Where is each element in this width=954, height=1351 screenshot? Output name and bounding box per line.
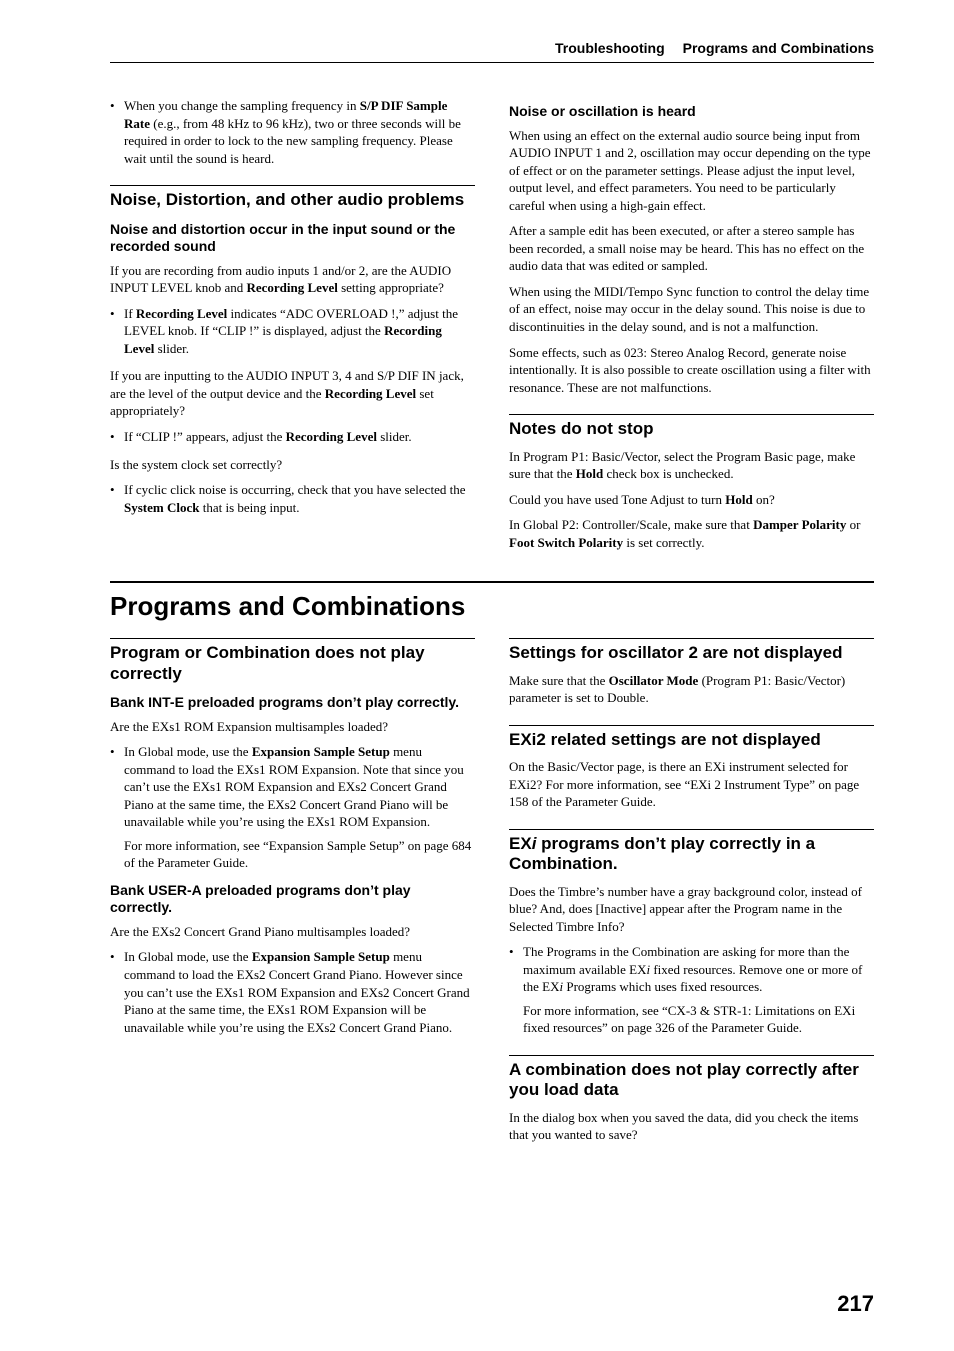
- bullet-text: In Global mode, use the Expansion Sample…: [124, 743, 475, 872]
- para: If you are recording from audio inputs 1…: [110, 262, 475, 297]
- running-head-topic: Programs and Combinations: [683, 40, 874, 56]
- bullet-spdif: • When you change the sampling frequency…: [110, 97, 475, 167]
- heading-notes-stop: Notes do not stop: [509, 414, 874, 439]
- page-number: 217: [837, 1291, 874, 1317]
- bullet-marker: •: [110, 428, 124, 446]
- heading-exi-combi: EXi programs don’t play correctly in a C…: [509, 829, 874, 875]
- bullet: • If “CLIP !” appears, adjust the Record…: [110, 428, 475, 446]
- para: Are the EXs1 ROM Expansion multisamples …: [110, 718, 475, 736]
- page: Troubleshooting Programs and Combinations…: [0, 0, 954, 1351]
- para: On the Basic/Vector page, is there an EX…: [509, 758, 874, 811]
- bullet: • The Programs in the Combination are as…: [509, 943, 874, 1037]
- subheading-noise-osc: Noise or oscillation is heard: [509, 103, 874, 121]
- h1-section: Programs and Combinations: [110, 559, 874, 638]
- bullet-main: In Global mode, use the Expansion Sample…: [124, 744, 464, 829]
- para: Does the Timbre’s number have a gray bac…: [509, 883, 874, 936]
- bullet-marker: •: [110, 743, 124, 872]
- para: When using an effect on the external aud…: [509, 127, 874, 215]
- bullet-text: The Programs in the Combination are aski…: [523, 943, 874, 1037]
- bullet-more: For more information, see “CX-3 & STR-1:…: [523, 1002, 874, 1037]
- bullet-marker: •: [509, 943, 523, 1037]
- para: Make sure that the Oscillator Mode (Prog…: [509, 672, 874, 707]
- bullet-text: In Global mode, use the Expansion Sample…: [124, 948, 475, 1036]
- heading-osc2: Settings for oscillator 2 are not displa…: [509, 638, 874, 663]
- subheading-noise-input: Noise and distortion occur in the input …: [110, 221, 475, 256]
- bullet-more: For more information, see “Expansion Sam…: [124, 837, 475, 872]
- running-head: Troubleshooting Programs and Combinations: [110, 40, 874, 63]
- bullet-text: If cyclic click noise is occurring, chec…: [124, 481, 475, 516]
- para: In Global P2: Controller/Scale, make sur…: [509, 516, 874, 551]
- para: In Program P1: Basic/Vector, select the …: [509, 448, 874, 483]
- bullet-text: If Recording Level indicates “ADC OVERLO…: [124, 305, 475, 358]
- para: When using the MIDI/Tempo Sync function …: [509, 283, 874, 336]
- para: Are the EXs2 Concert Grand Piano multisa…: [110, 923, 475, 941]
- heading-exi2: EXi2 related settings are not displayed: [509, 725, 874, 750]
- bullet-text: If “CLIP !” appears, adjust the Recordin…: [124, 428, 412, 446]
- para: If you are inputting to the AUDIO INPUT …: [110, 367, 475, 420]
- content-columns: • When you change the sampling frequency…: [110, 93, 874, 1273]
- bullet-main: The Programs in the Combination are aski…: [523, 944, 862, 994]
- bullet: • In Global mode, use the Expansion Samp…: [110, 948, 475, 1036]
- bullet: • In Global mode, use the Expansion Samp…: [110, 743, 475, 872]
- bullet-text: When you change the sampling frequency i…: [124, 97, 475, 167]
- h1-rule: [110, 581, 874, 583]
- para: Is the system clock set correctly?: [110, 456, 475, 474]
- bullet: • If Recording Level indicates “ADC OVER…: [110, 305, 475, 358]
- heading-combi-load: A combination does not play correctly af…: [509, 1055, 874, 1101]
- bullet: • If cyclic click noise is occurring, ch…: [110, 481, 475, 516]
- running-head-section: Troubleshooting: [555, 40, 665, 56]
- para: In the dialog box when you saved the dat…: [509, 1109, 874, 1144]
- heading-prog-correct: Program or Combination does not play cor…: [110, 638, 475, 684]
- para: Some effects, such as 023: Stereo Analog…: [509, 344, 874, 397]
- subheading-bank-usera: Bank USER-A preloaded programs don’t pla…: [110, 882, 475, 917]
- bullet-marker: •: [110, 305, 124, 358]
- subheading-bank-inte: Bank INT-E preloaded programs don’t play…: [110, 694, 475, 712]
- bullet-marker: •: [110, 948, 124, 1036]
- bullet-marker: •: [110, 481, 124, 516]
- para: Could you have used Tone Adjust to turn …: [509, 491, 874, 509]
- para: After a sample edit has been executed, o…: [509, 222, 874, 275]
- heading-programs-combinations: Programs and Combinations: [110, 591, 874, 622]
- bullet-marker: •: [110, 97, 124, 167]
- heading-noise-distortion: Noise, Distortion, and other audio probl…: [110, 185, 475, 210]
